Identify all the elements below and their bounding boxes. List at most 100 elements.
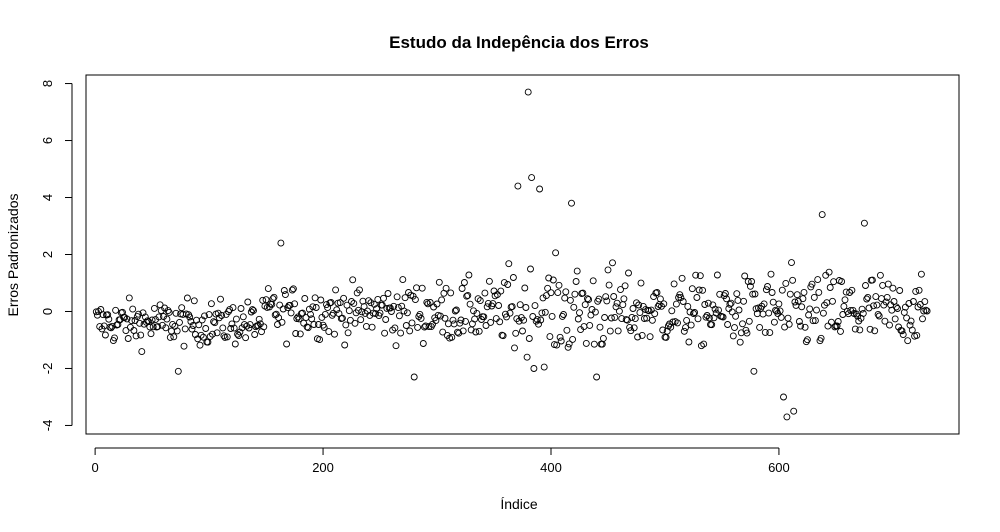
data-point — [452, 306, 460, 314]
data-point — [668, 307, 676, 315]
data-point — [270, 293, 278, 301]
data-point — [694, 315, 702, 323]
data-point — [496, 318, 504, 326]
data-point — [621, 282, 629, 290]
data-point — [244, 298, 252, 306]
data-point — [824, 322, 832, 330]
data-point — [291, 300, 299, 308]
data-point — [846, 289, 854, 296]
data-point — [301, 295, 309, 302]
data-point — [410, 373, 418, 381]
data-point — [625, 269, 632, 277]
data-point — [653, 289, 661, 296]
data-point — [481, 289, 489, 297]
data-point — [536, 185, 544, 193]
data-point — [514, 182, 522, 190]
data-point — [380, 294, 387, 302]
data-point — [881, 317, 889, 325]
data-point — [765, 309, 773, 317]
data-point — [345, 307, 353, 315]
y-tick-label: 8 — [40, 80, 55, 87]
data-point — [239, 313, 247, 321]
data-point — [487, 318, 495, 326]
data-point — [813, 306, 820, 314]
data-point — [631, 315, 639, 323]
data-point — [169, 320, 177, 328]
data-point — [711, 305, 719, 313]
data-point — [726, 300, 734, 308]
data-point — [183, 294, 191, 302]
data-point — [913, 331, 921, 339]
data-point — [482, 322, 490, 329]
data-point — [126, 323, 134, 331]
data-point — [218, 312, 226, 319]
data-point — [283, 340, 291, 348]
data-point — [735, 306, 743, 314]
data-point — [122, 327, 130, 335]
data-point — [863, 295, 871, 303]
data-point — [399, 276, 407, 284]
data-point — [724, 321, 732, 328]
data-point — [865, 304, 873, 312]
data-point — [500, 279, 508, 287]
data-point — [348, 298, 355, 305]
data-point — [349, 276, 357, 284]
data-point — [761, 328, 769, 336]
data-point — [511, 344, 518, 352]
data-point — [692, 271, 700, 279]
data-point — [702, 313, 710, 321]
data-point — [708, 321, 716, 329]
data-point — [209, 330, 216, 338]
data-point — [433, 300, 441, 308]
data-point — [719, 313, 727, 321]
data-point — [883, 293, 891, 301]
data-point — [341, 341, 349, 349]
data-point — [651, 310, 659, 318]
data-point — [435, 278, 443, 286]
data-point — [523, 353, 531, 361]
data-point — [555, 281, 563, 289]
data-point — [727, 299, 735, 307]
data-point — [438, 296, 446, 304]
data-point — [287, 309, 295, 317]
data-point — [892, 303, 900, 311]
data-point — [275, 314, 283, 322]
data-point — [260, 323, 268, 331]
data-point — [669, 318, 677, 326]
data-point — [589, 277, 597, 285]
data-point — [573, 267, 581, 275]
data-point — [310, 321, 318, 328]
data-point — [785, 320, 793, 328]
data-point — [760, 300, 768, 308]
data-point — [389, 326, 397, 334]
data-point — [146, 323, 154, 331]
data-point — [344, 329, 352, 337]
data-point — [138, 348, 146, 356]
data-point — [818, 211, 826, 219]
data-point — [198, 316, 206, 324]
data-point — [654, 303, 662, 310]
data-point — [579, 289, 587, 297]
data-point — [292, 330, 300, 337]
data-point — [464, 291, 472, 299]
data-point — [764, 283, 771, 290]
data-point — [743, 329, 751, 337]
data-point — [231, 340, 239, 348]
data-point — [425, 323, 433, 331]
data-point — [492, 315, 500, 323]
data-point — [277, 239, 285, 247]
data-point — [704, 299, 712, 307]
data-points — [92, 88, 931, 421]
data-point — [457, 316, 465, 324]
x-tick-label: 400 — [540, 460, 562, 475]
data-point — [155, 313, 163, 321]
y-tick-label: 2 — [40, 251, 55, 258]
data-point — [499, 332, 507, 340]
data-point — [217, 295, 224, 303]
data-point — [367, 299, 375, 307]
data-point — [178, 304, 186, 312]
data-point — [606, 327, 614, 335]
data-point — [190, 297, 198, 305]
data-point — [408, 319, 416, 327]
y-tick-label: 0 — [40, 308, 55, 315]
